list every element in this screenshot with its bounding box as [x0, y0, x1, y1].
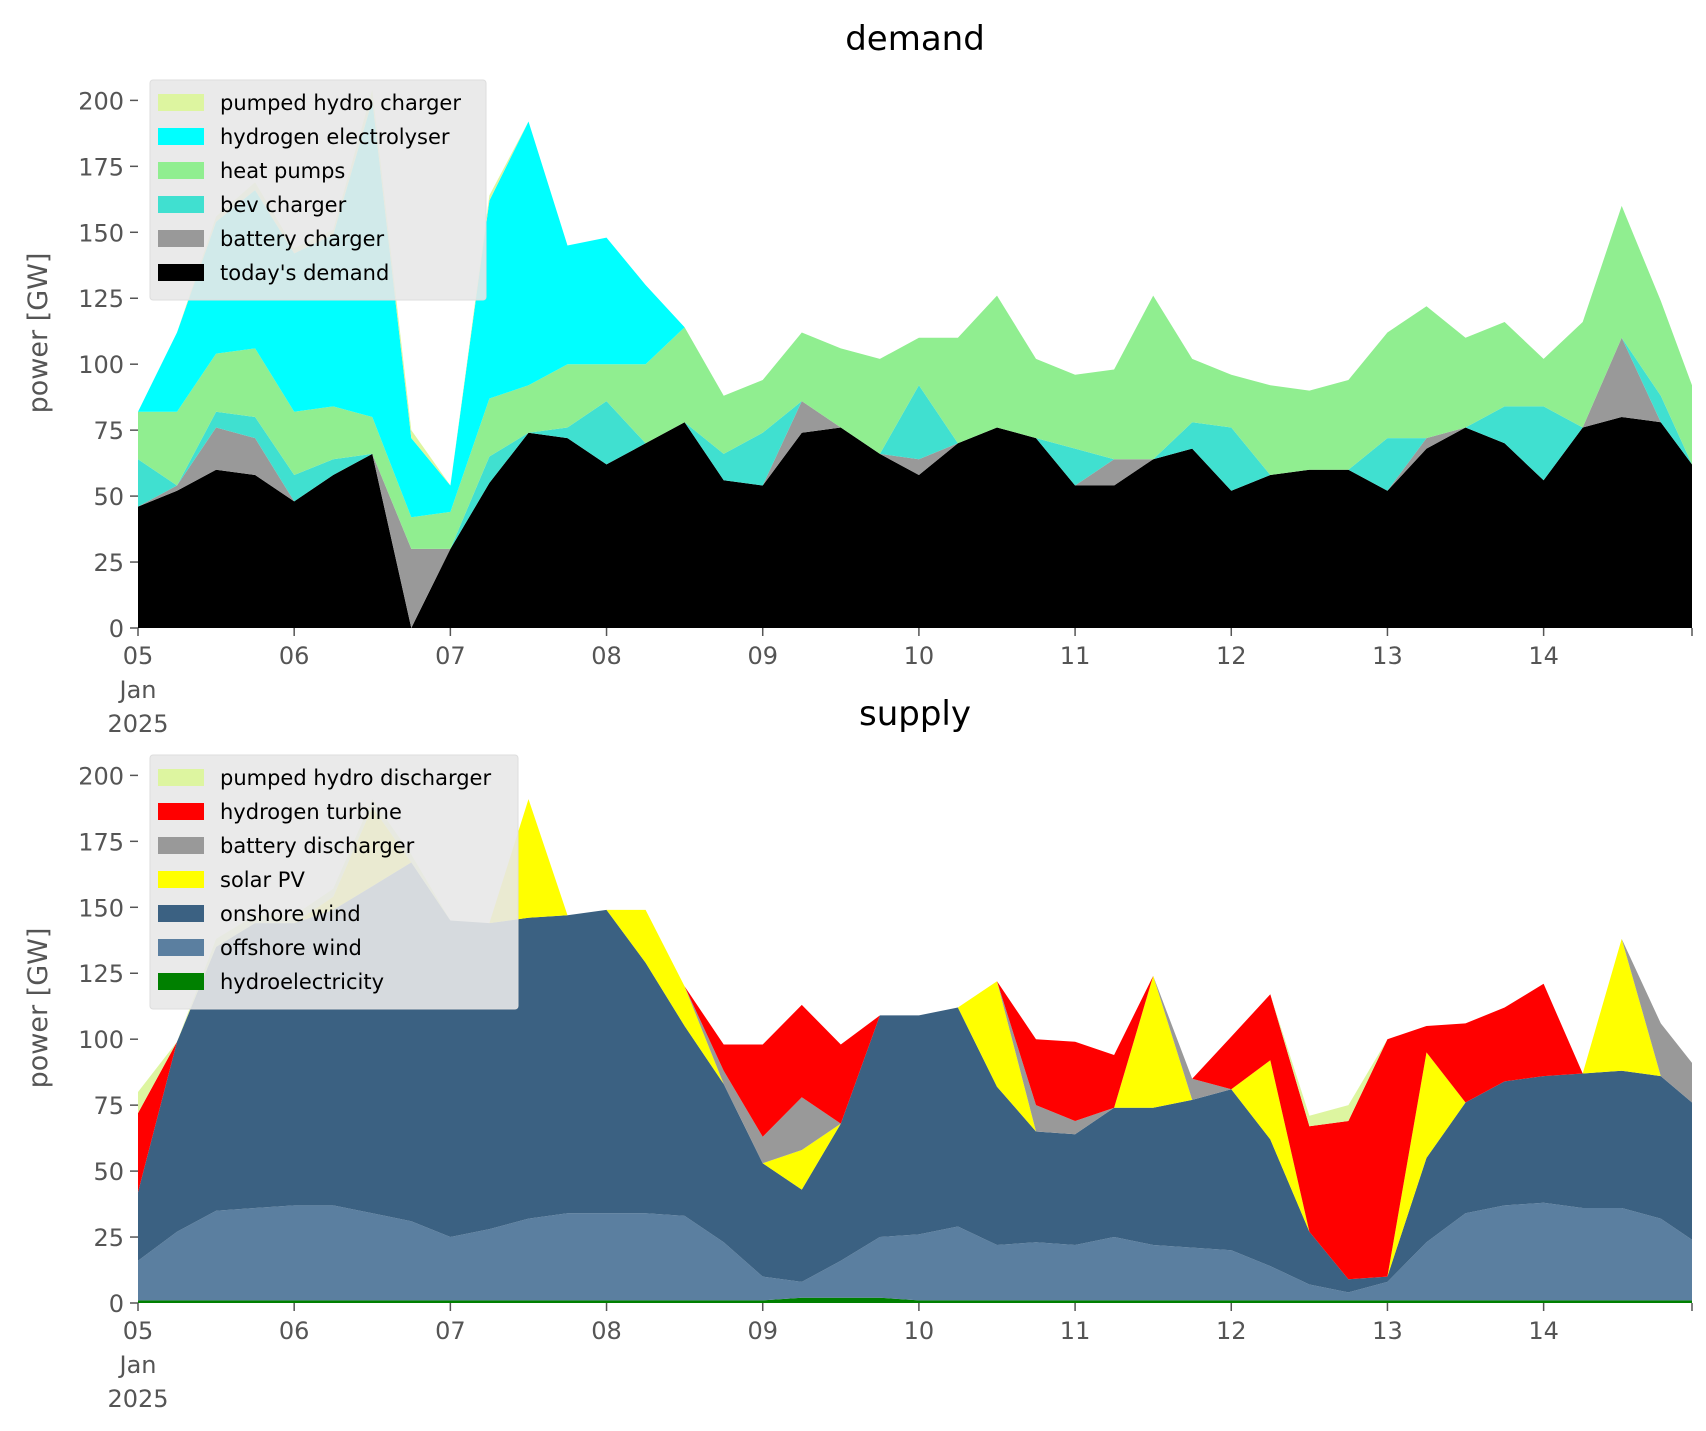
legend-label: battery discharger [220, 834, 415, 858]
legend-swatch-onshore-wind [158, 905, 204, 922]
x-tick-label: 13 [1372, 1317, 1403, 1345]
y-tick-label: 75 [93, 417, 124, 445]
y-tick-label: 25 [93, 1224, 124, 1252]
area-hydroelectricity [138, 1297, 1692, 1303]
area-hydrogen-turbine [138, 799, 1692, 1280]
legend-swatch-hydrogen-electrolyser [158, 128, 204, 145]
y-axis-label: power [GW] [23, 253, 54, 414]
y-tick-label: 150 [78, 219, 124, 247]
y-tick-label: 175 [78, 153, 124, 181]
legend-label: pumped hydro charger [220, 91, 461, 115]
legend-swatch-solar-pv [158, 871, 204, 888]
y-tick-label: 0 [109, 615, 124, 643]
x-tick-label: 07 [435, 1317, 466, 1345]
x-tick-label: 09 [747, 642, 778, 670]
x-tick-label: Jan [118, 676, 157, 704]
y-tick-label: 100 [78, 1026, 124, 1054]
legend-swatch-heat-pumps [158, 162, 204, 179]
x-tick-label: 2025 [107, 710, 168, 738]
axes: 0 25 50 75 100 125 150 175 200 05 Jan 2025 06 07 08 09 1… [78, 87, 1693, 738]
x-tick-label: 05 [123, 642, 154, 670]
x-tick-label: 06 [279, 642, 310, 670]
x-tick-label: 12 [1216, 642, 1247, 670]
area-bev-charger [138, 337, 1692, 549]
legend-label: today's demand [220, 261, 389, 285]
legend-label: bev charger [220, 193, 347, 217]
legend-swatch-pumped-hydro-discharger [158, 769, 204, 786]
legend-swatch-today-s-demand [158, 264, 204, 281]
legend-box [149, 79, 487, 301]
x-tick-label: 12 [1216, 1317, 1247, 1345]
area-today-s-demand [138, 417, 1692, 628]
y-tick-label: 100 [78, 351, 124, 379]
legend: pumped hydro discharger hydrogen turbine b… [149, 754, 519, 1010]
x-tick-label: 13 [1372, 642, 1403, 670]
supply-chart: supply power [GW] 0 25 50 75 100 125 150 175 200… [23, 694, 1693, 1413]
y-tick-label: 50 [93, 483, 124, 511]
axes: 0 25 50 75 100 125 150 175 200 05 Jan 2025 06 07 08 09 1… [78, 762, 1693, 1413]
x-tick-label: 11 [1060, 642, 1091, 670]
area-onshore-wind [138, 862, 1692, 1293]
legend-swatch-offshore-wind [158, 939, 204, 956]
legend-label: hydrogen turbine [220, 800, 402, 824]
area-layer [138, 89, 1692, 628]
y-axis-label: power [GW] [23, 928, 54, 1089]
legend-swatch-bev-charger [158, 196, 204, 213]
demand-chart: demand power [GW] 0 25 50 75 100 125 150 175 200… [23, 19, 1693, 738]
chart-title: supply [859, 694, 971, 734]
x-tick-label: 2025 [107, 1385, 168, 1413]
y-tick-label: 150 [78, 894, 124, 922]
x-tick-label: 11 [1060, 1317, 1091, 1345]
y-tick-label: 25 [93, 549, 124, 577]
legend-swatch-pumped-hydro-charger [158, 94, 204, 111]
y-tick-label: 0 [109, 1290, 124, 1318]
area-offshore-wind [138, 1202, 1692, 1301]
area-heat-pumps [138, 205, 1692, 549]
x-tick-label: 10 [904, 1317, 935, 1345]
area-hydrogen-electrolyser [138, 100, 1692, 518]
legend-label: offshore wind [220, 936, 362, 960]
x-tick-label: 14 [1528, 642, 1559, 670]
legend-label: onshore wind [220, 902, 361, 926]
y-tick-label: 75 [93, 1092, 124, 1120]
y-tick-label: 200 [78, 762, 124, 790]
x-tick-label: 07 [435, 642, 466, 670]
x-tick-label: 08 [591, 1317, 622, 1345]
x-tick-label: 05 [123, 1317, 154, 1345]
legend-label: solar PV [220, 868, 305, 892]
legend-box [149, 754, 519, 1010]
legend-label: pumped hydro discharger [220, 766, 491, 790]
x-tick-label: 14 [1528, 1317, 1559, 1345]
legend-label: heat pumps [220, 159, 345, 183]
legend-swatch-battery-charger [158, 230, 204, 247]
legend-label: battery charger [220, 227, 385, 251]
legend-swatch-hydroelectricity [158, 973, 204, 990]
y-tick-label: 125 [78, 285, 124, 313]
x-tick-label: Jan [118, 1351, 157, 1379]
y-tick-label: 50 [93, 1158, 124, 1186]
x-tick-label: 06 [279, 1317, 310, 1345]
legend-label: hydroelectricity [220, 970, 384, 994]
chart-title: demand [845, 19, 985, 59]
y-tick-label: 175 [78, 828, 124, 856]
y-tick-label: 200 [78, 87, 124, 115]
x-tick-label: 08 [591, 642, 622, 670]
y-tick-label: 125 [78, 960, 124, 988]
area-layer [138, 799, 1692, 1303]
legend-label: hydrogen electrolyser [220, 125, 450, 149]
legend-swatch-hydrogen-turbine [158, 803, 204, 820]
x-tick-label: 10 [904, 642, 935, 670]
legend-swatch-battery-discharger [158, 837, 204, 854]
x-tick-label: 09 [747, 1317, 778, 1345]
legend: pumped hydro charger hydrogen electrolyse… [149, 79, 487, 301]
